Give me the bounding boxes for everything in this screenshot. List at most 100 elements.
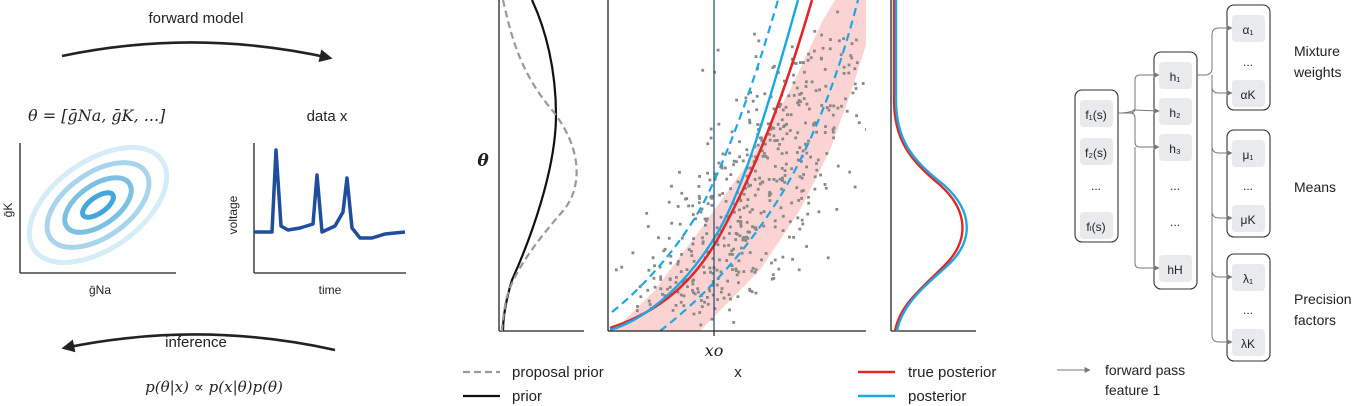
scatter-point xyxy=(698,311,702,314)
scatter-point xyxy=(801,189,805,192)
scatter-point xyxy=(748,210,752,214)
scatter-point xyxy=(725,259,729,262)
scatter-point xyxy=(780,152,784,155)
scatter-point xyxy=(807,195,810,199)
scatter-point xyxy=(737,259,741,263)
scatter-point xyxy=(756,143,760,147)
scatter-point xyxy=(720,166,724,170)
scatter-point xyxy=(706,302,710,306)
scatter-point xyxy=(706,142,710,146)
panel-b: θ xo x xyxy=(463,0,996,405)
scatter-point xyxy=(779,102,782,106)
scatter-point xyxy=(792,94,796,97)
input-layer-box xyxy=(1074,89,1119,243)
hidden-node: h₁ xyxy=(1170,70,1181,84)
scatter-point xyxy=(819,173,822,177)
scatter-point xyxy=(807,201,811,205)
alpha-ellipsis: ... xyxy=(1243,55,1253,69)
scatter-point xyxy=(868,112,871,115)
scatter-point xyxy=(738,208,741,212)
scatter-point xyxy=(792,73,795,77)
scatter-point xyxy=(832,126,836,130)
scatter-point xyxy=(659,278,663,281)
scatter-point xyxy=(696,287,700,291)
scatter-point xyxy=(753,178,757,181)
scatter-point xyxy=(697,201,701,205)
scatter-point xyxy=(686,285,689,289)
scatter-point xyxy=(805,102,809,106)
scatter-point xyxy=(753,193,757,197)
scatter-point xyxy=(729,187,732,191)
scatter-point xyxy=(767,178,771,181)
scatter-point xyxy=(753,32,756,36)
scatter-point xyxy=(745,221,749,224)
scatter-point xyxy=(813,49,816,53)
scatter-point xyxy=(771,273,775,277)
scatter-point xyxy=(783,124,787,127)
scatter-point xyxy=(731,268,734,271)
scatter-point xyxy=(760,139,764,142)
scatter-point xyxy=(722,296,726,300)
scatter-point xyxy=(847,63,851,67)
voltage-trace-plot: voltage time xyxy=(226,143,406,297)
scatter-point xyxy=(708,178,712,182)
scatter-point xyxy=(614,268,618,272)
input-node: fₗ(s) xyxy=(1086,220,1105,234)
scatter-point xyxy=(709,195,713,199)
scatter-point xyxy=(770,261,773,265)
scatter-point xyxy=(683,278,687,282)
scatter-point xyxy=(739,215,742,219)
scatter-point xyxy=(787,94,791,98)
scatter-point xyxy=(663,247,667,251)
scatter-point xyxy=(670,221,674,225)
scatter-point xyxy=(818,88,821,92)
scatter-point xyxy=(740,246,743,250)
scatter-point xyxy=(620,265,624,269)
scatter-point xyxy=(653,285,657,289)
scatter-point xyxy=(728,308,731,312)
scatter-point xyxy=(658,265,662,269)
scatter-point xyxy=(855,114,858,118)
scatter-point xyxy=(734,269,738,272)
scatter-point xyxy=(794,62,798,65)
scatter-point xyxy=(744,186,747,190)
scatter-point xyxy=(647,299,651,303)
scatter-point xyxy=(848,170,852,174)
scatter-point xyxy=(645,211,649,215)
scatter-point xyxy=(679,293,683,297)
scatter-point xyxy=(751,266,755,270)
parameter-space-plot: ḡK ḡNa xyxy=(1,143,176,297)
scatter-point xyxy=(783,79,786,83)
scatter-point xyxy=(840,104,843,108)
scatter-point xyxy=(736,295,740,299)
scatter-point xyxy=(778,177,782,181)
scatter-point xyxy=(768,199,772,202)
scatter-point xyxy=(653,264,656,268)
alpha-node: α₁ xyxy=(1243,23,1254,37)
scatter-point xyxy=(718,193,721,197)
scatter-point xyxy=(701,242,705,245)
scatter-point xyxy=(703,300,706,304)
scatter-point xyxy=(748,230,751,234)
mu-node: μ₁ xyxy=(1243,148,1254,162)
scatter-point xyxy=(778,105,781,109)
scatter-point xyxy=(670,184,673,188)
scatter-point xyxy=(705,232,709,235)
scatter-point xyxy=(835,208,839,211)
theta-axis-label: θ xyxy=(477,151,489,171)
scatter-point xyxy=(707,287,711,290)
scatter-point xyxy=(842,65,846,69)
scatter-point xyxy=(667,236,671,240)
contour-ellipse xyxy=(26,145,170,265)
scatter-point xyxy=(804,121,807,125)
scatter-point xyxy=(792,81,796,85)
scatter-point xyxy=(674,304,678,307)
scatter-point xyxy=(817,210,821,214)
scatter-point xyxy=(690,250,693,253)
scatter-point xyxy=(847,71,851,75)
scatter-point xyxy=(812,123,815,127)
scatter-point xyxy=(798,175,802,179)
scatter-point xyxy=(736,180,740,184)
scatter-point xyxy=(691,288,694,292)
scatter-point xyxy=(734,267,738,271)
